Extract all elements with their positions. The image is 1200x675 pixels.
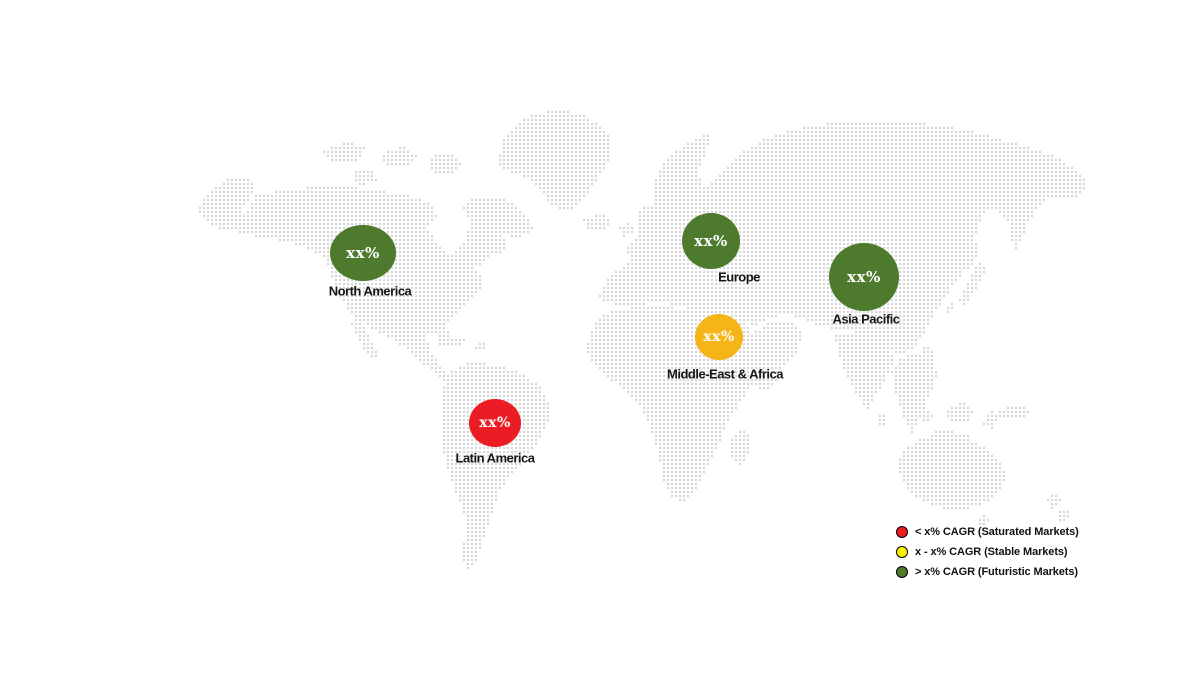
region-bubble-north-america: xx%: [330, 225, 396, 281]
region-label-middle-east-africa: Middle-East & Africa: [667, 366, 783, 382]
legend-label: x - x% CAGR (Stable Markets): [915, 546, 1068, 558]
region-bubble-middle-east-africa: xx%: [695, 314, 743, 360]
legend-swatch-icon: [896, 566, 908, 578]
region-value: xx%: [346, 243, 380, 262]
region-label-europe: Europe: [718, 269, 760, 285]
region-bubble-latin-america: xx%: [469, 399, 521, 447]
region-value: xx%: [694, 231, 728, 250]
region-bubble-europe: xx%: [682, 213, 740, 269]
legend: < x% CAGR (Saturated Markets) x - x% CAGR…: [896, 526, 1079, 586]
legend-label: < x% CAGR (Saturated Markets): [915, 526, 1079, 538]
legend-row-1: x - x% CAGR (Stable Markets): [896, 546, 1079, 558]
region-label-asia-pacific: Asia Pacific: [832, 311, 901, 327]
legend-label: > x% CAGR (Futuristic Markets): [915, 566, 1078, 578]
region-value: xx%: [703, 329, 735, 345]
legend-row-2: > x% CAGR (Futuristic Markets): [896, 566, 1079, 578]
legend-swatch-icon: [896, 546, 908, 558]
region-value: xx%: [847, 267, 881, 286]
legend-row-0: < x% CAGR (Saturated Markets): [896, 526, 1079, 538]
region-label-north-america: North America: [328, 283, 412, 299]
region-label-latin-america: Latin America: [455, 450, 536, 466]
region-value: xx%: [479, 415, 511, 431]
legend-swatch-icon: [896, 526, 908, 538]
region-bubble-asia-pacific: xx%: [829, 243, 899, 311]
